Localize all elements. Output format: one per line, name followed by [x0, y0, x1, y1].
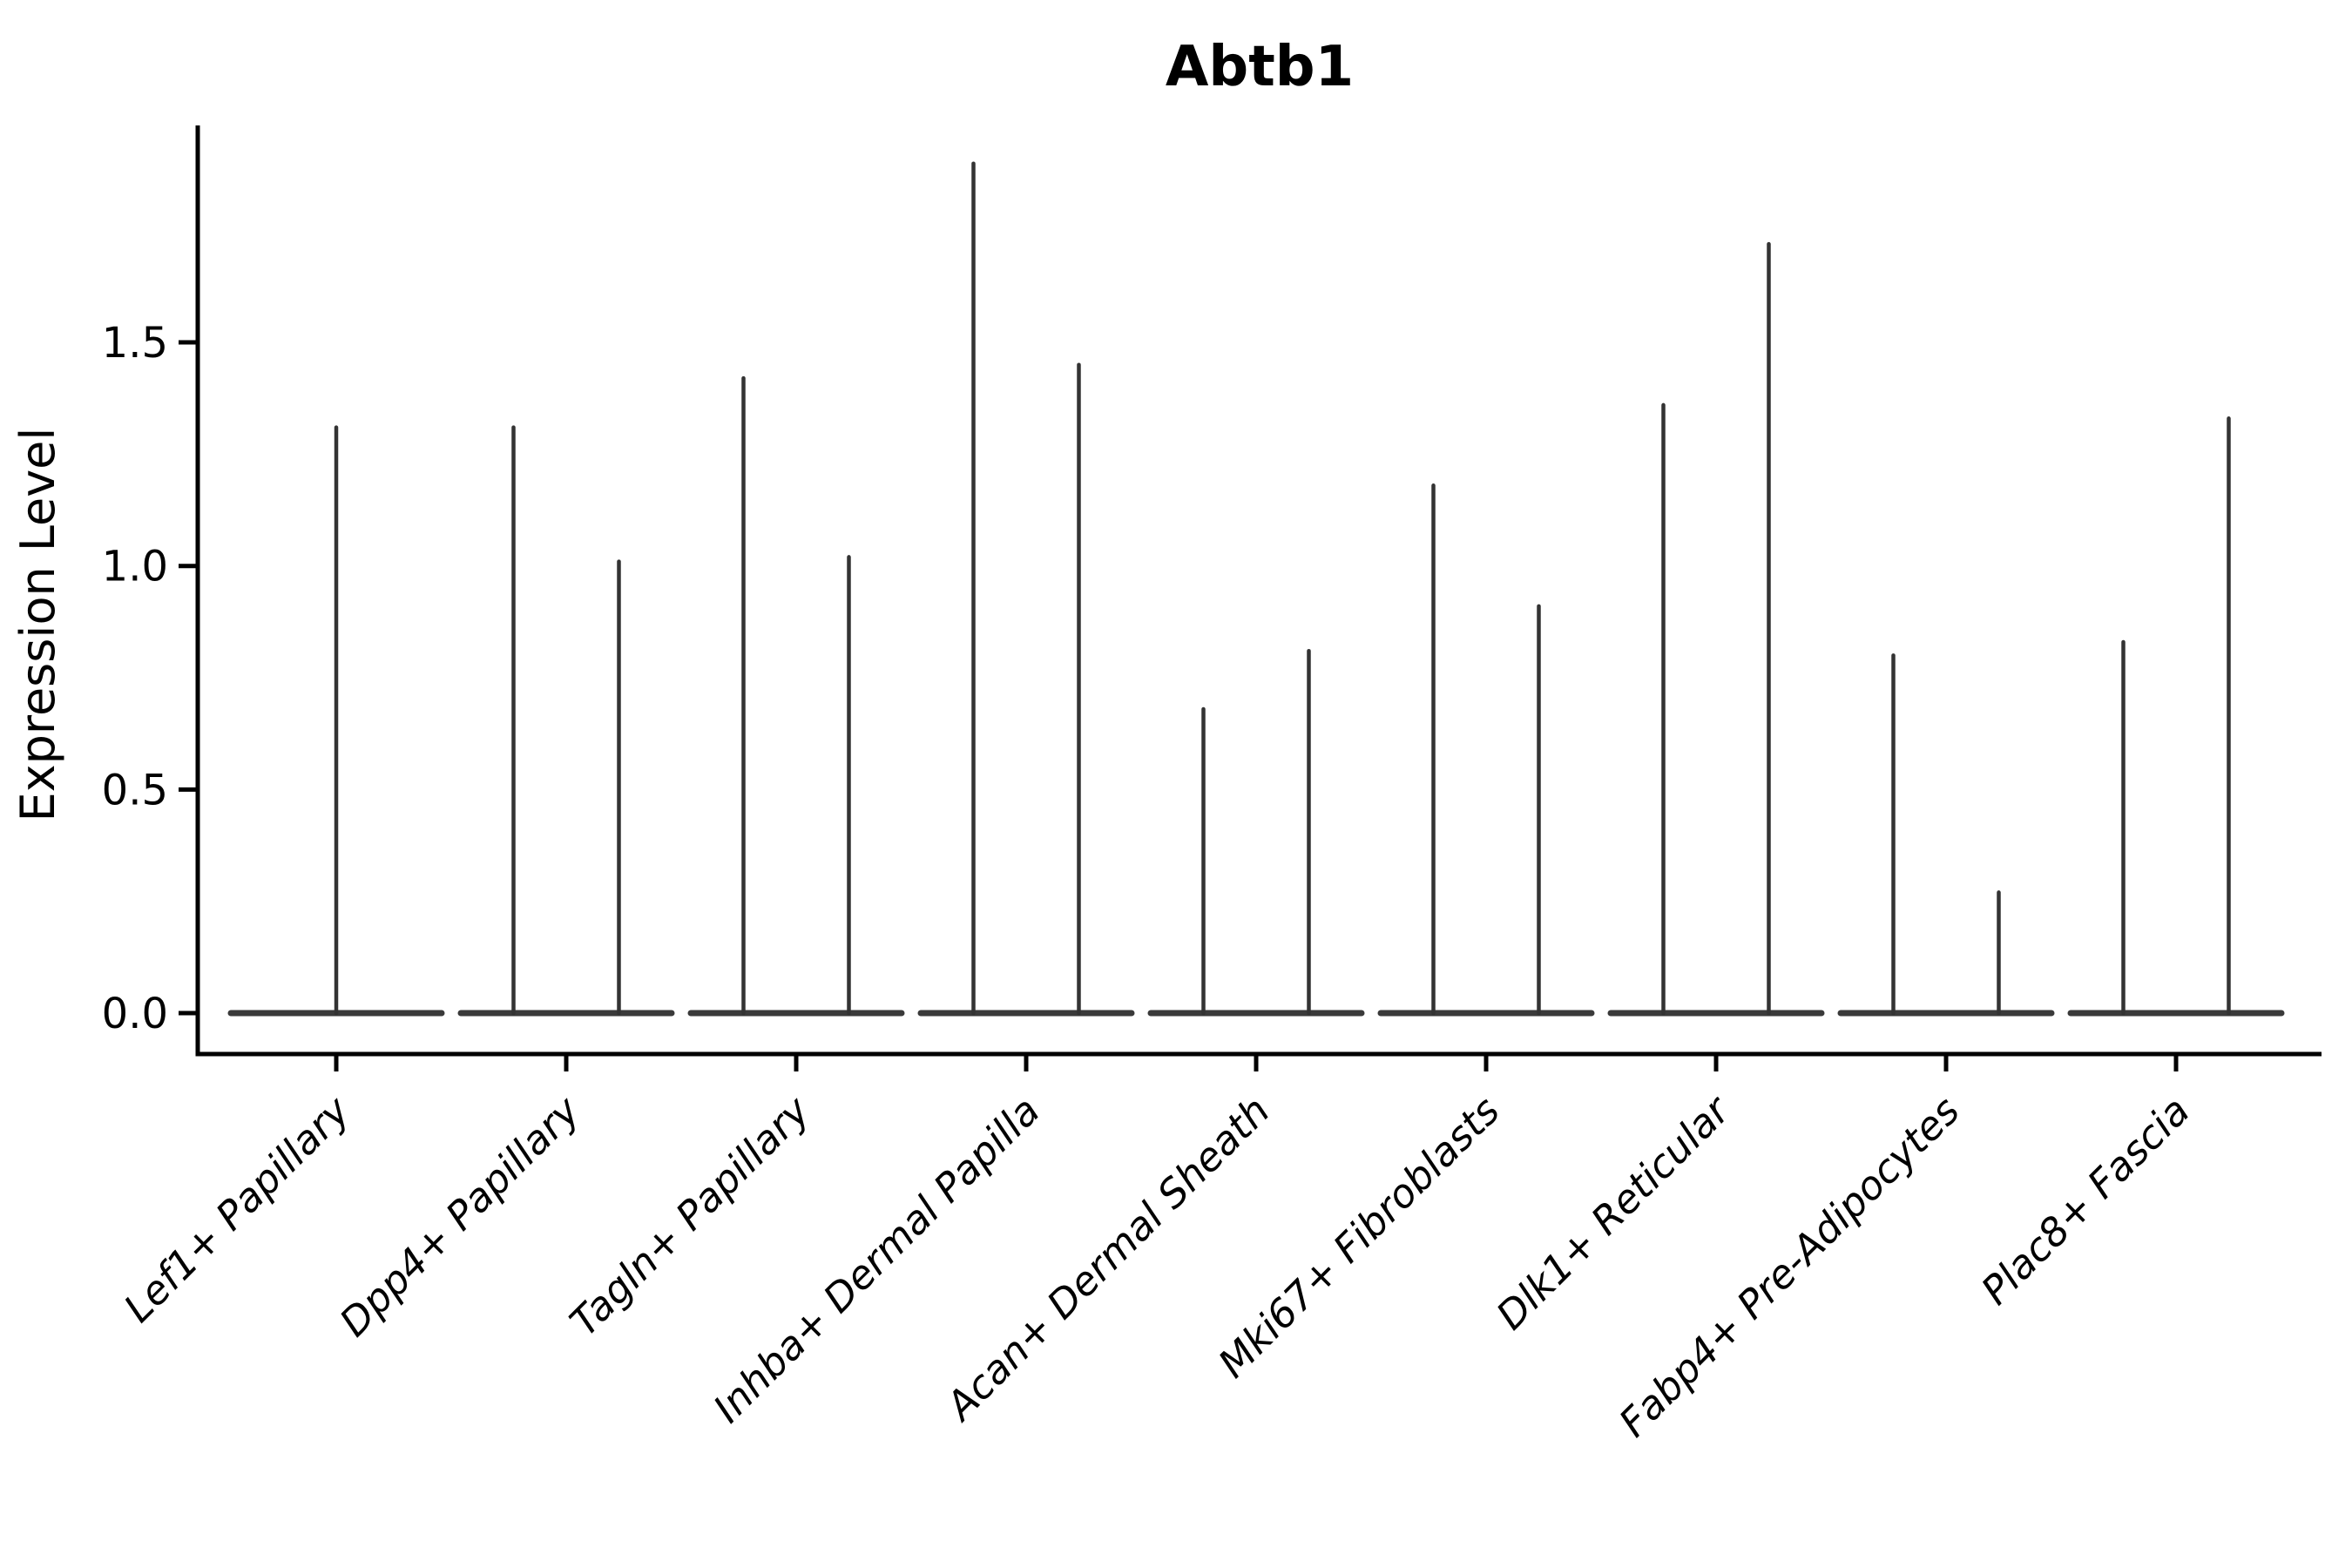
x-tick-label: Lef1+ Papillary [115, 1086, 360, 1331]
y-tick-label: 1.0 [102, 543, 168, 591]
axes-layer [179, 125, 2322, 1071]
violin-layer [227, 161, 2285, 1017]
plot-title: Abtb1 [1166, 35, 1354, 99]
y-axis-label: Expression Level [10, 428, 65, 822]
x-tick-label: Dpp4+ Papillary [331, 1086, 590, 1345]
y-tick-label: 0.0 [102, 990, 168, 1038]
x-tick-label: Plac8+ Fascia [1972, 1087, 2199, 1314]
x-tick-label: Dlk1+ Reticular [1487, 1086, 1740, 1339]
x-tick-label: Tagln+ Papillary [561, 1086, 820, 1345]
y-tick-label: 0.5 [102, 766, 168, 814]
y-tick-label: 1.5 [102, 319, 168, 368]
